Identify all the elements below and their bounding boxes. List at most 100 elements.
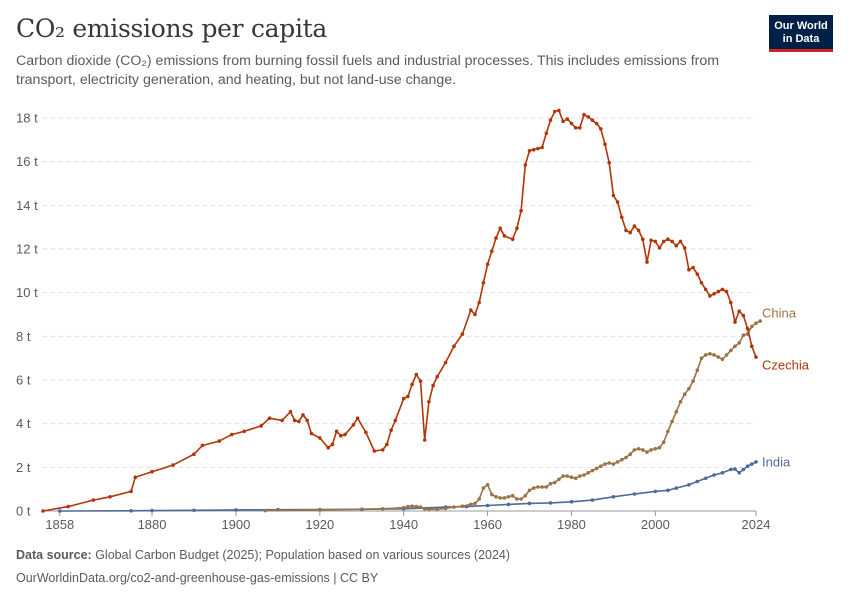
data-point-china xyxy=(473,501,477,506)
data-point-czechia xyxy=(339,433,343,438)
data-point-china xyxy=(661,440,666,445)
data-point-india xyxy=(737,471,741,475)
data-point-czechia xyxy=(557,108,561,113)
data-point-czechia xyxy=(469,308,473,312)
data-point-czechia xyxy=(217,439,221,443)
data-point-czechia xyxy=(418,379,423,383)
data-point-czechia xyxy=(297,419,301,424)
data-point-czechia xyxy=(200,443,205,448)
logo-line-2: in Data xyxy=(782,32,820,45)
data-point-china xyxy=(565,474,570,478)
data-point-china xyxy=(695,368,700,373)
data-point-czechia xyxy=(624,228,628,233)
data-point-china xyxy=(674,409,679,414)
chart-title: CO₂ emissions per capita xyxy=(16,14,328,43)
data-point-czechia xyxy=(565,117,570,121)
data-point-czechia xyxy=(477,300,482,305)
data-point-india xyxy=(703,476,708,481)
data-point-czechia xyxy=(552,109,557,114)
x-tick-label: 2000 xyxy=(641,517,670,532)
data-point-india xyxy=(741,467,746,472)
data-point-czechia xyxy=(326,445,331,450)
data-point-czechia xyxy=(561,119,565,124)
data-point-czechia xyxy=(737,309,741,314)
data-point-czechia xyxy=(435,374,440,379)
data-point-china xyxy=(741,333,746,338)
data-point-india xyxy=(750,462,754,466)
data-point-india xyxy=(611,495,616,499)
data-point-czechia xyxy=(603,142,607,146)
data-point-china xyxy=(750,324,754,329)
owid-logo[interactable]: Our World in Data xyxy=(769,15,833,52)
data-point-czechia xyxy=(410,382,414,387)
data-point-china xyxy=(561,474,565,478)
data-point-czechia xyxy=(599,127,603,131)
data-point-india xyxy=(712,473,716,477)
data-point-india xyxy=(632,492,637,496)
data-point-china xyxy=(703,353,708,357)
data-point-czechia xyxy=(641,237,645,241)
y-tick-label: 8 t xyxy=(16,329,31,344)
y-tick-label: 4 t xyxy=(16,416,31,431)
data-point-china xyxy=(401,505,406,510)
data-point-china xyxy=(418,505,423,509)
data-point-china xyxy=(515,497,519,501)
data-point-china xyxy=(653,447,658,451)
data-point-czechia xyxy=(267,416,272,421)
data-point-czechia xyxy=(414,372,419,377)
data-point-czechia xyxy=(661,239,666,244)
data-point-czechia xyxy=(351,423,356,427)
data-point-china xyxy=(552,480,557,485)
x-tick-label: 2024 xyxy=(742,517,771,532)
data-point-czechia xyxy=(691,265,695,270)
data-point-china xyxy=(687,386,691,391)
data-point-czechia xyxy=(657,246,662,250)
data-point-india xyxy=(58,509,62,513)
series-label-czechia: Czechia xyxy=(762,358,810,373)
y-tick-label: 18 t xyxy=(16,111,38,126)
data-point-czechia xyxy=(519,209,523,213)
data-point-czechia xyxy=(301,413,305,417)
data-point-czechia xyxy=(288,409,293,414)
data-point-czechia xyxy=(431,383,435,388)
data-point-czechia xyxy=(536,146,540,151)
data-point-china xyxy=(548,481,553,486)
data-source-label: Data source: xyxy=(16,548,92,562)
data-point-czechia xyxy=(309,431,314,436)
data-point-india xyxy=(720,471,725,475)
data-point-india xyxy=(653,489,658,494)
data-point-china xyxy=(414,504,419,509)
data-point-czechia xyxy=(531,147,536,152)
data-point-china xyxy=(519,497,523,501)
data-point-china xyxy=(758,319,762,323)
data-point-czechia xyxy=(460,332,465,336)
data-point-czechia xyxy=(427,400,431,404)
data-point-czechia xyxy=(401,396,406,401)
data-point-china xyxy=(469,502,473,507)
data-point-china xyxy=(544,485,549,489)
source-url[interactable]: OurWorldinData.org/co2-and-greenhouse-ga… xyxy=(16,571,379,585)
data-point-czechia xyxy=(620,215,624,220)
data-point-czechia xyxy=(750,344,754,349)
y-tick-label: 16 t xyxy=(16,154,38,169)
data-point-china xyxy=(380,507,385,511)
x-tick-label: 1940 xyxy=(389,517,418,532)
data-point-czechia xyxy=(171,463,175,467)
data-point-czechia xyxy=(510,237,515,241)
data-point-czechia xyxy=(334,429,339,434)
data-point-china xyxy=(666,429,670,434)
data-point-czechia xyxy=(745,326,750,331)
data-point-china xyxy=(540,485,544,489)
data-point-czechia xyxy=(636,228,641,233)
data-point-czechia xyxy=(678,239,683,244)
data-point-china xyxy=(670,419,674,424)
data-point-india xyxy=(569,500,574,504)
data-point-china xyxy=(477,497,482,501)
data-point-india xyxy=(695,479,700,484)
data-point-czechia xyxy=(687,267,691,272)
data-point-china xyxy=(607,461,611,465)
data-point-czechia xyxy=(372,449,377,453)
data-point-czechia xyxy=(473,312,477,317)
data-point-china xyxy=(641,448,645,452)
